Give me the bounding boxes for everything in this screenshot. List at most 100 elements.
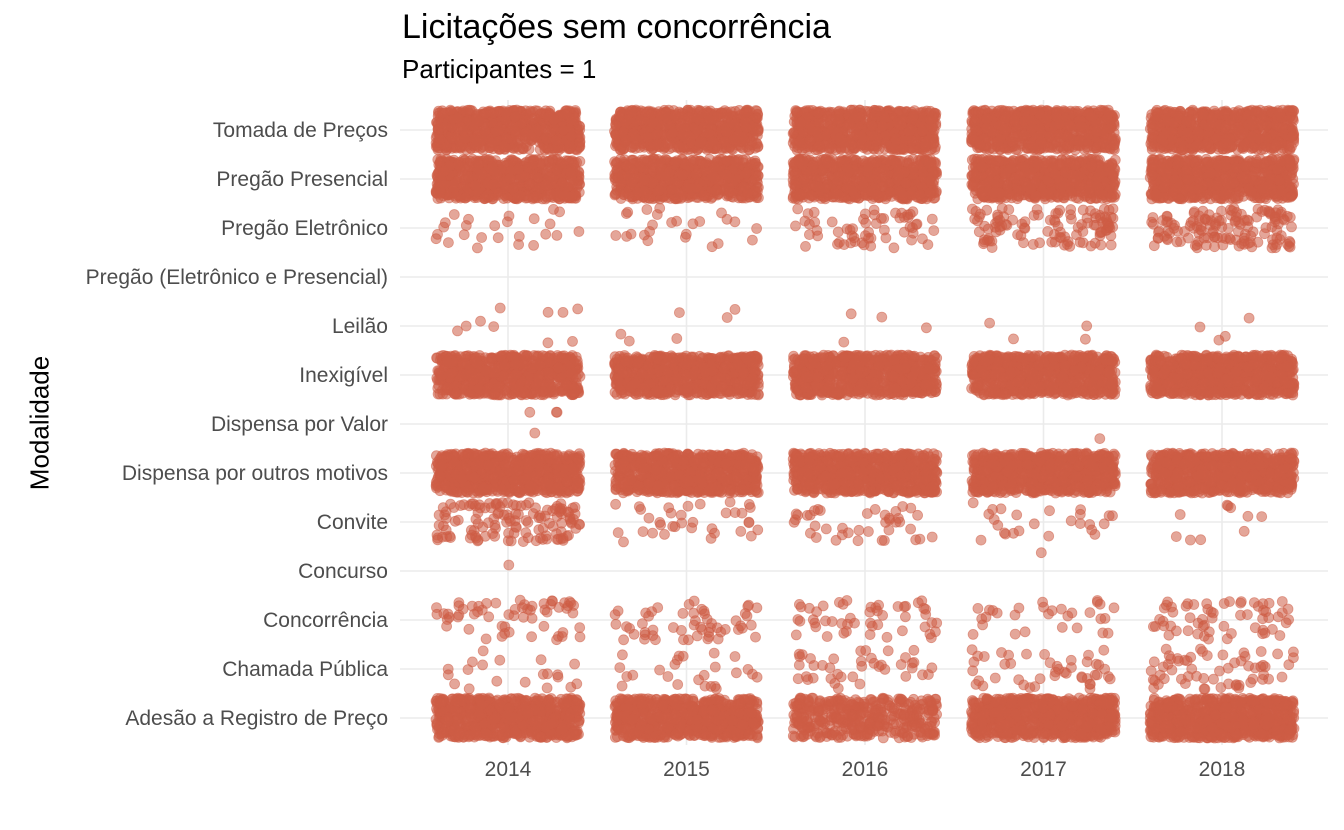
data-point — [569, 658, 580, 670]
data-point — [551, 511, 563, 522]
data-point — [538, 620, 550, 632]
data-point — [1044, 505, 1055, 517]
data-point — [1235, 597, 1246, 609]
data-point — [691, 630, 703, 642]
data-point — [708, 647, 720, 659]
data-point — [437, 502, 449, 514]
data-point — [618, 634, 629, 646]
data-point — [794, 599, 805, 610]
data-point — [828, 653, 840, 665]
data-point — [1184, 693, 1196, 705]
data-point — [616, 724, 627, 736]
data-point — [1098, 644, 1110, 656]
data-point — [449, 678, 461, 690]
data-point — [477, 521, 489, 533]
data-point — [682, 500, 694, 512]
data-point — [1194, 732, 1206, 744]
data-point — [1179, 714, 1191, 726]
data-point — [1148, 729, 1159, 741]
data-point — [471, 730, 483, 741]
data-point — [1025, 727, 1037, 739]
data-point — [790, 508, 802, 520]
data-point — [616, 680, 628, 692]
data-point — [526, 631, 537, 643]
data-point — [490, 597, 502, 609]
data-point — [793, 659, 805, 671]
data-point — [967, 699, 979, 710]
data-point — [1066, 731, 1077, 743]
data-point — [821, 631, 833, 642]
data-point — [609, 609, 621, 620]
data-point — [1175, 726, 1186, 738]
data-point — [530, 502, 541, 514]
data-point — [1195, 534, 1207, 546]
data-point — [552, 671, 564, 683]
data-point — [1066, 662, 1077, 673]
data-point — [721, 731, 733, 743]
data-point — [1161, 599, 1172, 611]
data-point — [735, 620, 747, 632]
data-point — [647, 624, 659, 636]
data-point — [1039, 649, 1050, 660]
data-point — [1038, 702, 1049, 714]
data-point — [732, 698, 744, 710]
data-point — [832, 683, 844, 694]
data-point — [1242, 510, 1254, 522]
data-point — [999, 658, 1011, 670]
data-point — [791, 711, 803, 722]
data-point — [882, 645, 894, 657]
data-point — [494, 654, 506, 666]
data-point — [621, 621, 632, 632]
data-point — [1160, 643, 1172, 655]
data-point — [542, 695, 554, 707]
data-point — [611, 715, 622, 726]
data-point — [868, 657, 880, 669]
data-point — [796, 649, 808, 660]
data-point — [977, 619, 988, 631]
data-point — [861, 508, 873, 519]
data-point — [677, 608, 689, 619]
data-point — [837, 598, 849, 610]
data-point — [884, 512, 895, 524]
data-point — [1288, 707, 1299, 719]
data-point — [610, 498, 621, 510]
data-point — [1245, 677, 1257, 688]
data-point — [494, 699, 506, 711]
data-point — [454, 727, 465, 739]
data-point — [787, 730, 799, 742]
data-point — [1043, 608, 1054, 620]
data-point — [503, 702, 515, 714]
data-point — [790, 629, 802, 641]
data-point — [996, 704, 1007, 715]
data-point — [437, 726, 449, 738]
data-point — [1197, 646, 1208, 657]
data-point — [1065, 515, 1077, 527]
data-point — [1279, 699, 1291, 710]
data-point — [1276, 607, 1288, 618]
data-point — [1221, 633, 1233, 645]
data-point — [675, 509, 687, 521]
data-point — [643, 512, 655, 524]
data-point — [975, 534, 987, 546]
data-point — [894, 516, 906, 528]
data-point — [752, 524, 764, 536]
data-point — [803, 695, 814, 707]
data-point — [1017, 696, 1028, 708]
data-point — [1201, 598, 1213, 610]
data-point — [845, 612, 856, 624]
data-point — [1207, 607, 1219, 619]
data-point — [802, 728, 814, 740]
data-point — [672, 679, 684, 690]
data-point — [967, 665, 979, 677]
data-point — [881, 631, 893, 643]
data-point — [698, 605, 710, 617]
data-point — [617, 649, 628, 661]
data-point — [1077, 703, 1089, 715]
data-point — [996, 647, 1007, 658]
data-point — [545, 599, 557, 610]
data-point — [463, 683, 475, 695]
data-point — [856, 660, 868, 672]
data-point — [926, 662, 938, 674]
data-point — [1242, 609, 1253, 620]
data-point — [1158, 620, 1170, 632]
